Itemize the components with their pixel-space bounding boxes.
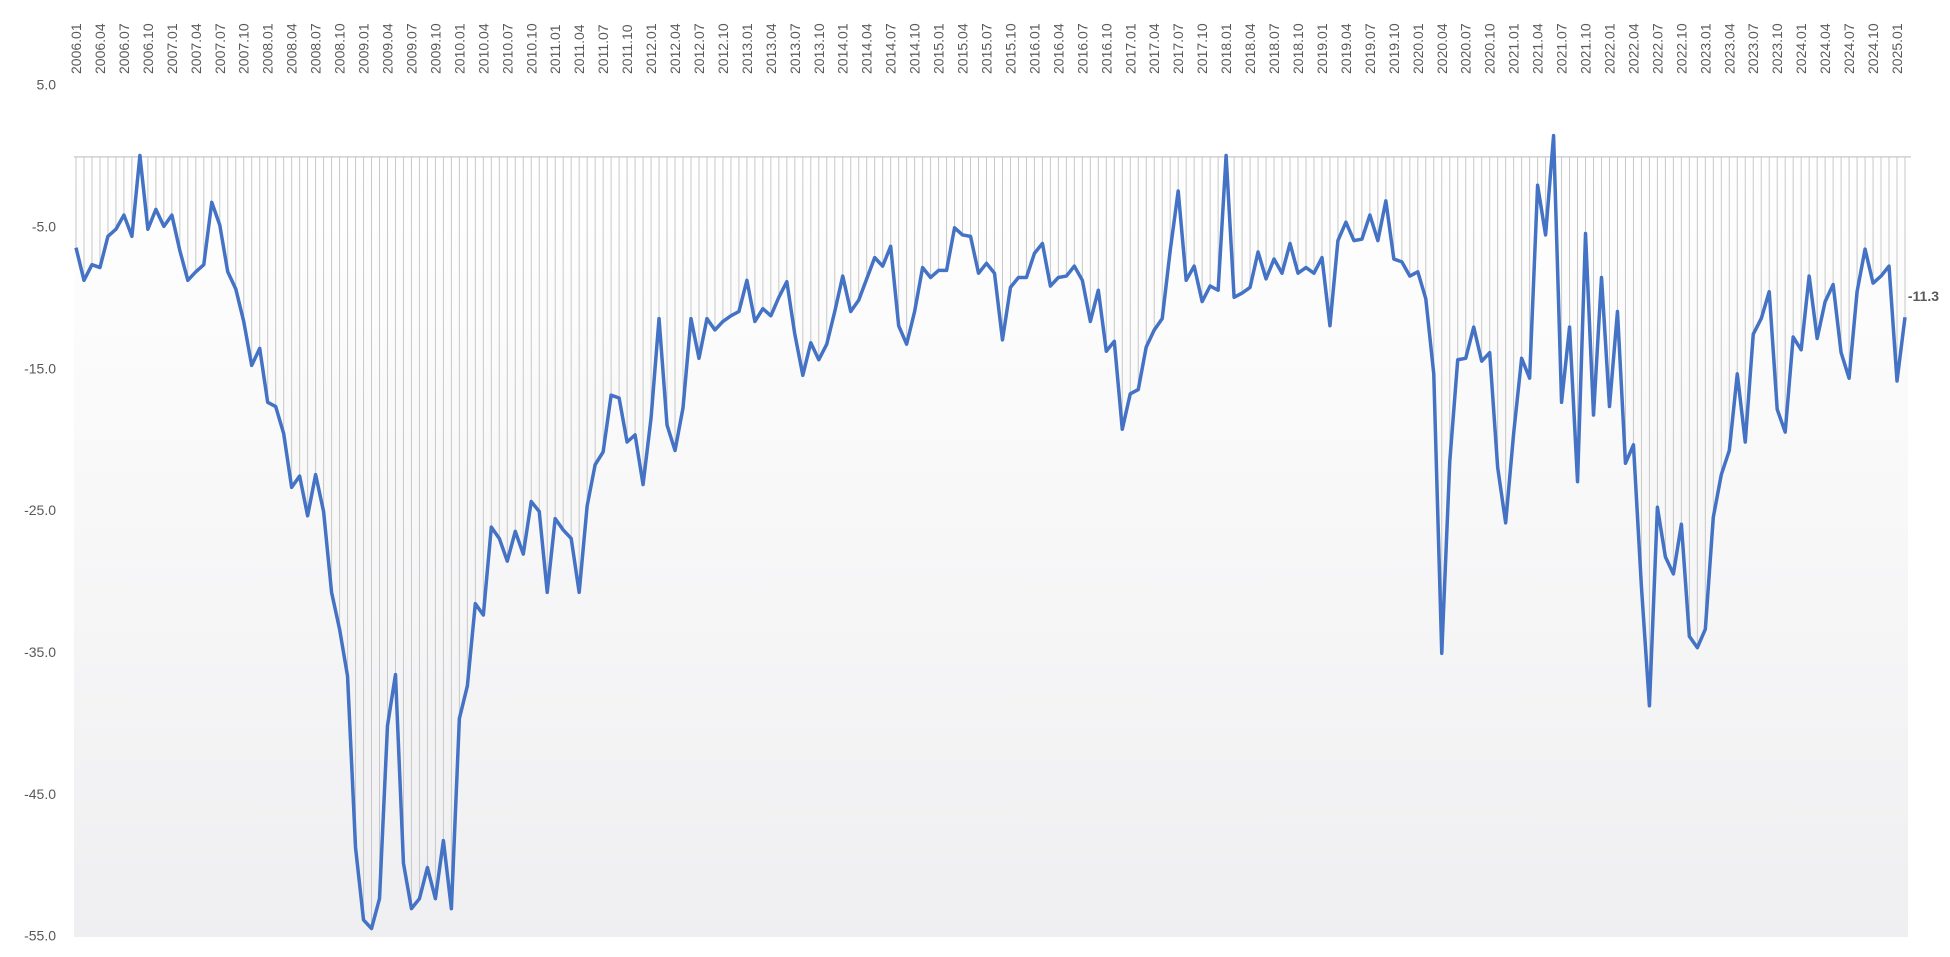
x-tick-label: 2019.07 [1362,23,1378,74]
x-tick-label: 2023.01 [1697,23,1713,74]
x-tick-label: 2016.01 [1026,23,1042,74]
x-tick-label: 2007.07 [212,23,228,74]
x-tick-label: 2020.01 [1410,23,1426,74]
x-tick-label: 2006.01 [68,23,84,74]
x-tick-label: 2022.01 [1601,23,1617,74]
x-tick-label: 2008.07 [308,23,324,74]
x-tick-label: 2021.07 [1554,23,1570,74]
x-tick-label: 2009.01 [356,23,372,74]
x-tick-label: 2009.07 [403,23,419,74]
y-tick-label: -45.0 [24,786,56,802]
x-tick-label: 2013.04 [763,23,779,74]
x-tick-label: 2023.07 [1745,23,1761,74]
x-tick-label: 2012.01 [643,23,659,74]
x-tick-label: 2021.04 [1530,23,1546,74]
x-tick-label: 2009.04 [379,23,395,74]
x-tick-label: 2015.07 [979,23,995,74]
x-tick-label: 2012.04 [667,23,683,74]
x-tick-label: 2018.04 [1242,23,1258,74]
x-tick-label: 2010.04 [475,23,491,74]
x-tick-label: 2014.04 [859,23,875,74]
x-tick-label: 2020.04 [1434,23,1450,74]
x-tick-label: 2015.10 [1002,23,1018,74]
x-tick-label: 2010.01 [451,23,467,74]
x-tick-label: 2023.04 [1721,23,1737,74]
x-tick-label: 2010.10 [523,23,539,74]
x-tick-label: 2010.07 [499,23,515,74]
x-tick-label: 2022.10 [1673,23,1689,74]
x-tick-label: 2011.01 [547,24,563,74]
x-tick-label: 2007.01 [164,23,180,74]
x-tick-label: 2021.01 [1506,23,1522,74]
x-tick-label: 2019.10 [1386,23,1402,74]
x-tick-label: 2014.07 [883,23,899,74]
x-tick-label: 2012.07 [691,23,707,74]
x-tick-label: 2014.10 [907,23,923,74]
x-tick-label: 2017.01 [1122,23,1138,74]
x-tick-label: 2008.10 [332,23,348,74]
x-tick-label: 2016.10 [1098,23,1114,74]
x-tick-label: 2015.01 [931,23,947,74]
x-tick-label: 2006.10 [140,23,156,74]
x-tick-label: 2022.04 [1625,23,1641,74]
x-tick-label: 2012.10 [715,23,731,74]
y-tick-label: -5.0 [32,219,56,235]
x-tick-label: 2015.04 [955,23,971,74]
data-label: -11.3 [1908,288,1939,304]
y-tick-label: -35.0 [24,644,56,660]
x-tick-label: 2024.04 [1817,23,1833,74]
x-tick-label: 2013.07 [787,23,803,74]
plot-background [74,157,1908,937]
x-tick-label: 2011.07 [595,24,611,74]
y-tick-label: 5.0 [37,77,57,93]
x-tick-label: 2017.10 [1194,23,1210,74]
x-tick-label: 2006.07 [116,23,132,74]
x-tick-label: 2020.10 [1482,23,1498,74]
x-tick-label: 2019.04 [1338,23,1354,74]
x-tick-label: 2016.07 [1074,23,1090,74]
x-tick-label: 2011.10 [619,24,635,74]
y-tick-label: -15.0 [24,360,56,376]
x-tick-label: 2016.04 [1050,23,1066,74]
x-tick-label: 2018.01 [1218,23,1234,74]
x-tick-label: 2017.04 [1146,23,1162,74]
x-tick-label: 2023.10 [1769,23,1785,74]
x-tick-label: 2006.04 [92,23,108,74]
x-tick-label: 2019.01 [1314,23,1330,74]
y-tick-label: -55.0 [24,928,56,944]
x-tick-label: 2024.07 [1841,23,1857,74]
x-tick-label: 2013.01 [739,23,755,74]
x-tick-label: 2017.07 [1170,23,1186,74]
x-tick-label: 2022.07 [1649,23,1665,74]
x-tick-label: 2018.10 [1290,23,1306,74]
x-tick-label: 2013.10 [811,23,827,74]
x-tick-label: 2020.07 [1458,23,1474,74]
x-tick-label: 2008.01 [260,23,276,74]
data-line [74,133,1907,931]
x-tick-label: 2024.01 [1793,23,1809,74]
y-tick-label: -25.0 [24,502,56,518]
x-tick-label: 2008.04 [284,23,300,74]
x-tick-label: 2021.10 [1578,23,1594,74]
x-tick-label: 2018.07 [1266,23,1282,74]
x-tick-label: 2024.10 [1865,23,1881,74]
x-tick-label: 2007.04 [188,23,204,74]
x-tick-label: 2009.10 [427,23,443,74]
x-tick-label: 2025.01 [1889,23,1905,74]
x-tick-label: 2014.01 [835,23,851,74]
x-tick-label: 2011.04 [571,24,587,74]
x-tick-label: 2007.10 [236,23,252,74]
